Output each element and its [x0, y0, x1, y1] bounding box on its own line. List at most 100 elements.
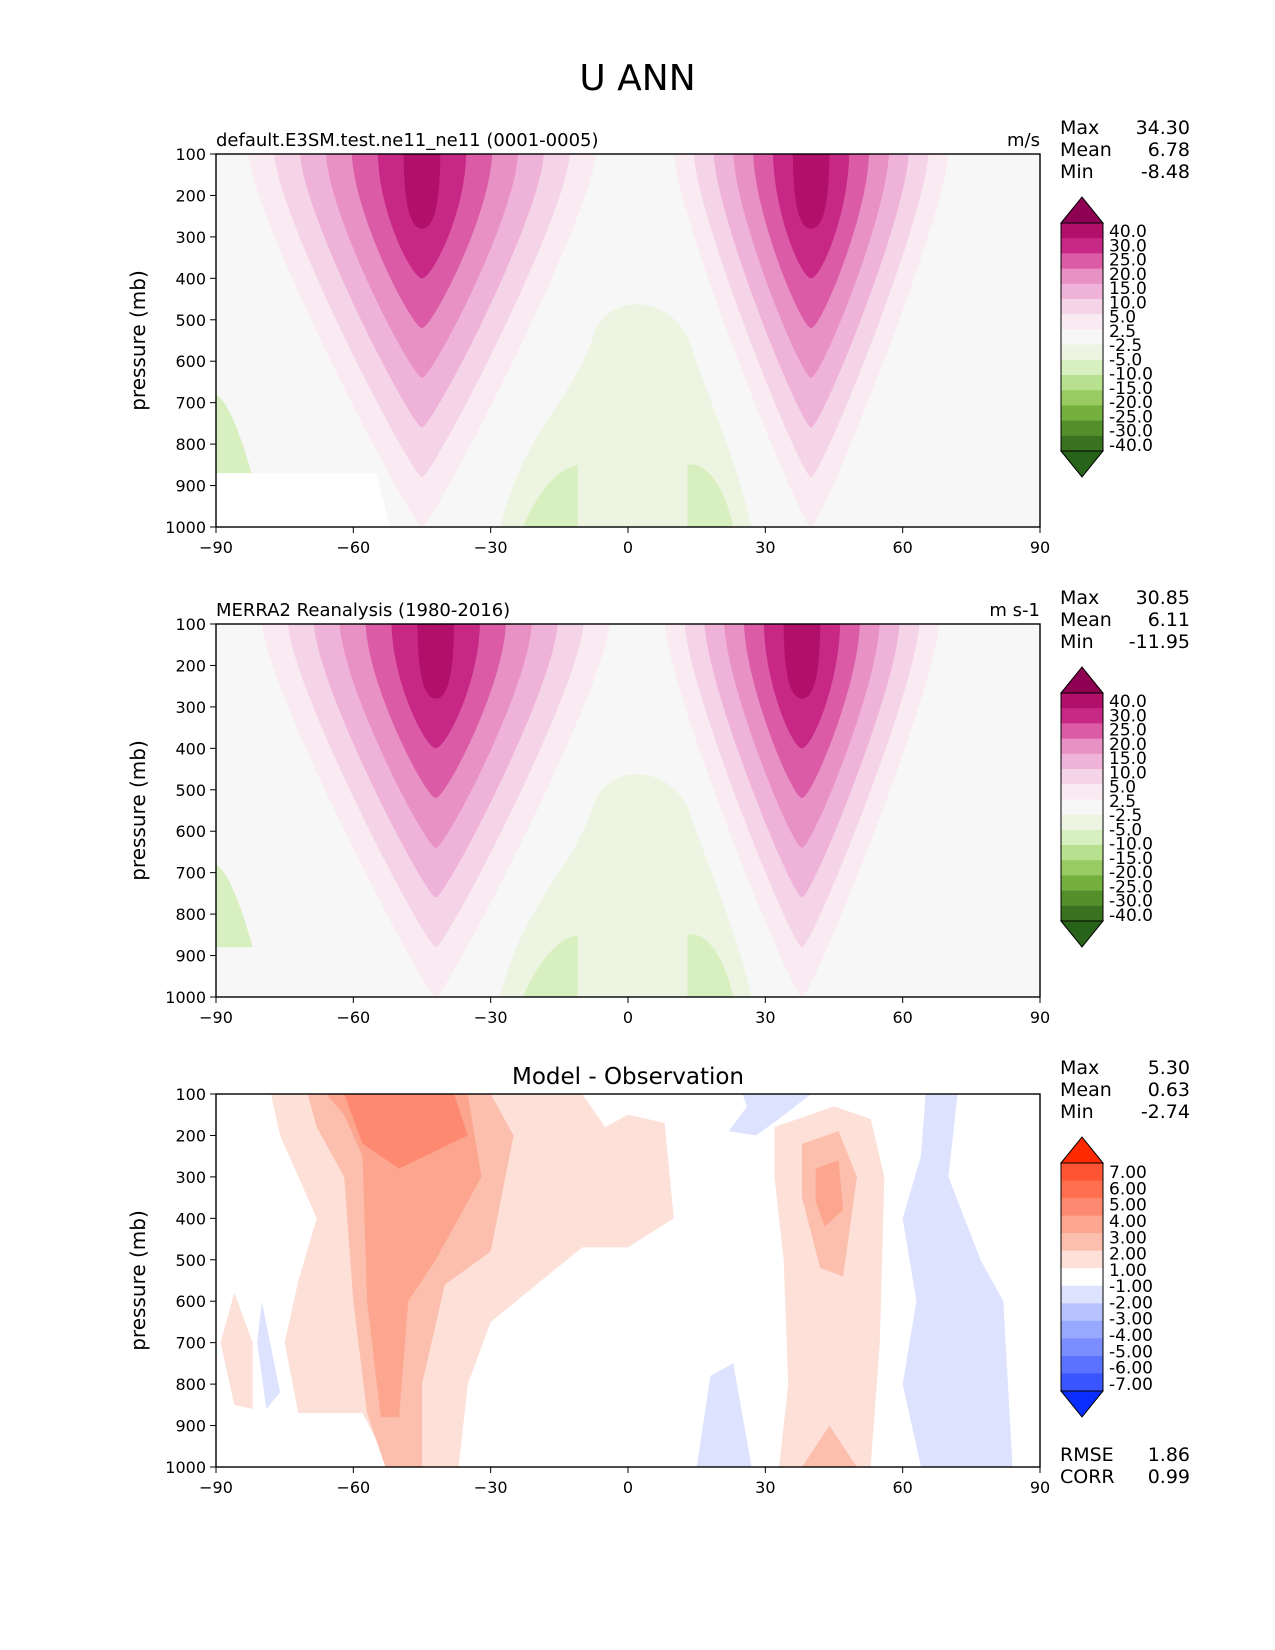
anomaly-contour	[325, 1094, 482, 1418]
easterly-contour	[522, 934, 578, 997]
colorbar-swatch	[1061, 329, 1103, 346]
colorbar-frame	[1060, 1162, 1104, 1392]
x-tick-label: 0	[623, 1008, 633, 1027]
y-axis-label: pressure (mb)	[126, 1210, 150, 1351]
colorbar-label: 7.00	[1109, 1163, 1147, 1183]
colorbar-swatch	[1061, 375, 1103, 391]
colorbar-label: 5.0	[1109, 308, 1136, 328]
colorbar-label: 15.0	[1109, 749, 1147, 769]
colorbar-label: -3.00	[1109, 1310, 1153, 1330]
colorbar-label: -5.00	[1109, 1342, 1153, 1362]
y-tick-label: 300	[175, 698, 206, 717]
colorbar-swatch	[1061, 875, 1103, 892]
colorbar-label: 10.0	[1109, 763, 1147, 783]
easterly-contour	[522, 464, 578, 527]
y-tick-label: 200	[175, 186, 206, 205]
colorbar-label: -30.0	[1109, 892, 1153, 912]
colorbar-extend-min	[1059, 920, 1105, 948]
stat-max-value: 34.30	[1135, 117, 1190, 139]
panel-units: m/s	[1007, 130, 1040, 151]
jet-contour	[783, 624, 821, 699]
y-tick-label: 1000	[165, 1458, 206, 1477]
colorbar-label: 5.00	[1109, 1196, 1147, 1216]
colorbar-label: -6.00	[1109, 1359, 1153, 1379]
x-tick-label: −60	[336, 1008, 370, 1027]
topography-mask	[216, 1413, 377, 1467]
colorbar-swatch	[1061, 1355, 1103, 1374]
colorbar-label: -15.0	[1109, 849, 1153, 869]
y-tick-label: 700	[175, 864, 206, 883]
x-tick-label: 90	[1030, 538, 1050, 557]
jet-contour	[403, 154, 441, 229]
stat-min-value: -2.74	[1140, 1101, 1190, 1123]
stat-mean-value: 0.63	[1147, 1079, 1190, 1101]
contour-field	[216, 1094, 1040, 1467]
colorbar-swatch	[1061, 708, 1103, 724]
stats-difference: Max 5.30 Mean 0.63 Min -2.74	[1060, 1057, 1190, 1123]
y-tick-label: 400	[175, 1209, 206, 1228]
colorbar-label: -40.0	[1109, 906, 1153, 926]
colorbar-swatch	[1061, 314, 1103, 330]
x-tick-label: 0	[623, 538, 633, 557]
colorbar-extend-max	[1059, 1136, 1105, 1164]
y-tick-label: 800	[175, 905, 206, 924]
x-tick-label: −90	[199, 538, 233, 557]
colorbar-swatch	[1061, 1268, 1103, 1287]
anomaly-contour	[220, 1292, 253, 1409]
x-tick-label: 0	[623, 1478, 633, 1497]
x-tick-label: 30	[755, 1478, 775, 1497]
colorbar-swatch	[1061, 1233, 1103, 1252]
colorbar-swatch	[1061, 1338, 1103, 1357]
colorbar-swatch	[1061, 253, 1103, 270]
colorbar-label: -20.0	[1109, 393, 1153, 413]
colorbar-extend-min	[1059, 1390, 1105, 1418]
colorbar-label: -2.5	[1109, 336, 1142, 356]
colorbar-swatch	[1061, 268, 1103, 285]
colorbar-swatch	[1061, 299, 1103, 315]
figure-title: U ANN	[579, 58, 696, 99]
anomaly-contour	[815, 1160, 844, 1227]
stat-max-value: 30.85	[1135, 587, 1190, 609]
y-tick-label: 200	[175, 656, 206, 675]
colorbar-label: 25.0	[1109, 721, 1147, 741]
y-tick-label: 400	[175, 269, 206, 288]
colorbar-swatch	[1061, 1303, 1103, 1322]
colorbar-label: 30.0	[1109, 706, 1147, 726]
panel-difference: Model - Observation pressure (mb) 100 200 30…	[126, 1064, 1153, 1497]
colorbar-extend-max	[1059, 666, 1105, 694]
colorbar-swatch	[1061, 890, 1103, 907]
y-tick-label: 600	[175, 822, 206, 841]
colorbar-label: 40.0	[1109, 692, 1147, 712]
colorbar-label: 20.0	[1109, 265, 1147, 285]
colorbar-swatch	[1061, 1320, 1103, 1339]
easterly-contour	[687, 464, 734, 527]
stat-min-value: -8.48	[1140, 161, 1190, 183]
rmse-value: 1.86	[1147, 1444, 1190, 1466]
stat-max-label: Max	[1060, 1057, 1100, 1079]
y-tick-label: 100	[175, 615, 206, 634]
colorbar-extend-min	[1059, 450, 1105, 478]
colorbar-label: -5.0	[1109, 350, 1142, 370]
colorbar-label: -20.0	[1109, 863, 1153, 883]
x-tick-label: −60	[336, 1478, 370, 1497]
x-tick-label: 90	[1030, 1008, 1050, 1027]
colorbar-label: 3.00	[1109, 1228, 1147, 1248]
colorbar-swatch	[1061, 784, 1103, 800]
colorbar-label: -5.0	[1109, 820, 1142, 840]
y-tick-label: 500	[175, 781, 206, 800]
colorbar-label: 30.0	[1109, 236, 1147, 256]
corr-value: 0.99	[1147, 1466, 1190, 1488]
negative-anomaly-contour	[728, 1094, 812, 1136]
colorbar-label: -1.00	[1109, 1277, 1153, 1297]
colorbar-label: -10.0	[1109, 365, 1153, 385]
y-tick-label: 200	[175, 1126, 206, 1145]
x-tick-label: −30	[474, 1008, 508, 1027]
colorbar-label: -30.0	[1109, 422, 1153, 442]
panel-title: Model - Observation	[512, 1064, 744, 1090]
colorbar-extend-max	[1059, 196, 1105, 224]
colorbar-swatch	[1061, 860, 1103, 876]
y-tick-label: 100	[175, 1085, 206, 1104]
negative-anomaly-contour	[696, 1363, 752, 1467]
colorbar-label: -7.00	[1109, 1375, 1153, 1395]
x-tick-label: 90	[1030, 1478, 1050, 1497]
